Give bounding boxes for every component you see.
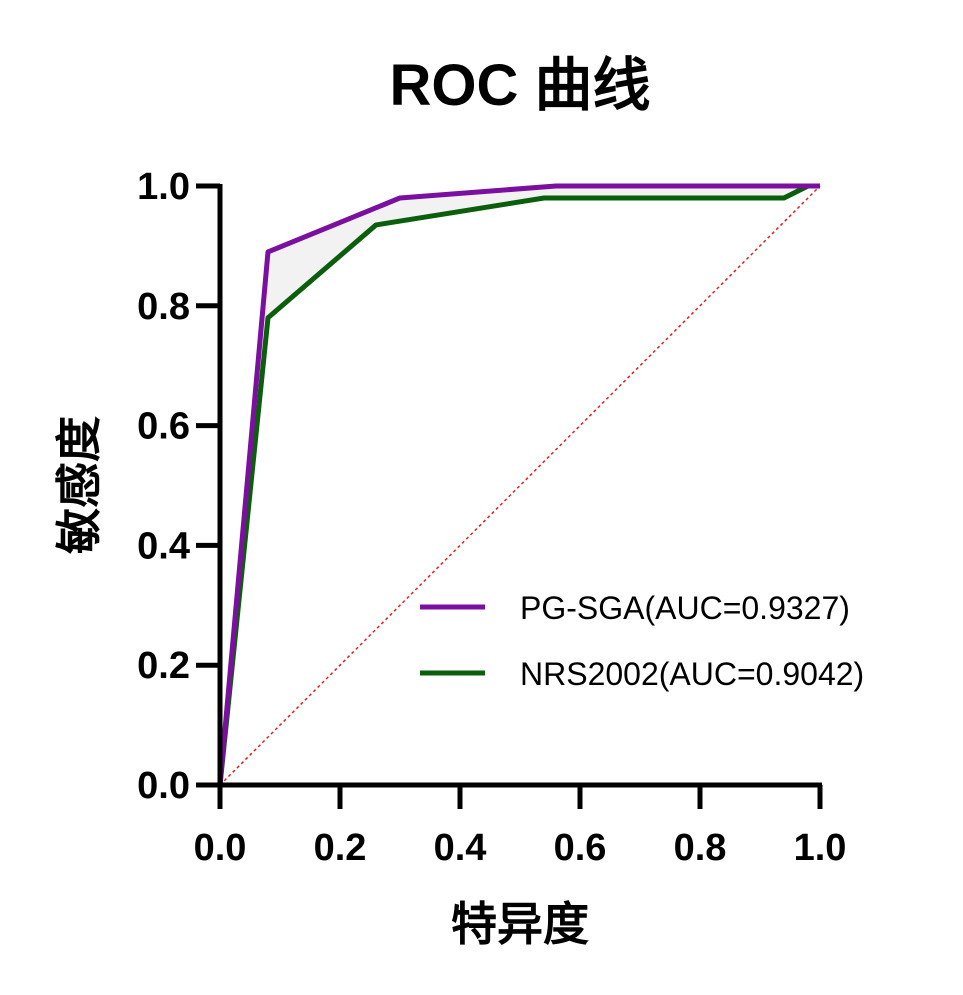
legend-label: PG-SGA(AUC=0.9327) [520,590,850,626]
y-tick-label: 0.6 [137,406,190,448]
x-tick-label: 0.0 [194,827,247,869]
series-line-pg-sga [217,183,820,786]
y-tick-label: 0.4 [137,525,190,567]
x-tick-label: 1.0 [794,827,847,869]
chart-title: ROC 曲线 [389,53,650,118]
x-tick-label: 0.8 [674,827,727,869]
x-tick-label: 0.2 [314,827,367,869]
x-axis-label: 特异度 [451,898,589,950]
y-tick-label: 0.8 [137,286,190,328]
y-tick-label: 0.2 [137,645,190,687]
x-tick-label: 0.4 [434,827,487,869]
y-tick-label: 0.0 [137,765,190,807]
y-tick-label: 1.0 [137,166,190,208]
legend-label: NRS2002(AUC=0.9042) [520,656,864,692]
x-tick-label: 0.6 [554,827,607,869]
legend: PG-SGA(AUC=0.9327) NRS2002(AUC=0.9042) [420,590,864,692]
y-axis-label: 敏感度 [53,416,105,554]
x-axis: 0.0 0.2 0.4 0.6 0.8 1.0 [194,782,847,869]
y-axis: 0.0 0.2 0.4 0.6 0.8 1.0 [137,166,223,807]
plot-area [217,183,821,786]
